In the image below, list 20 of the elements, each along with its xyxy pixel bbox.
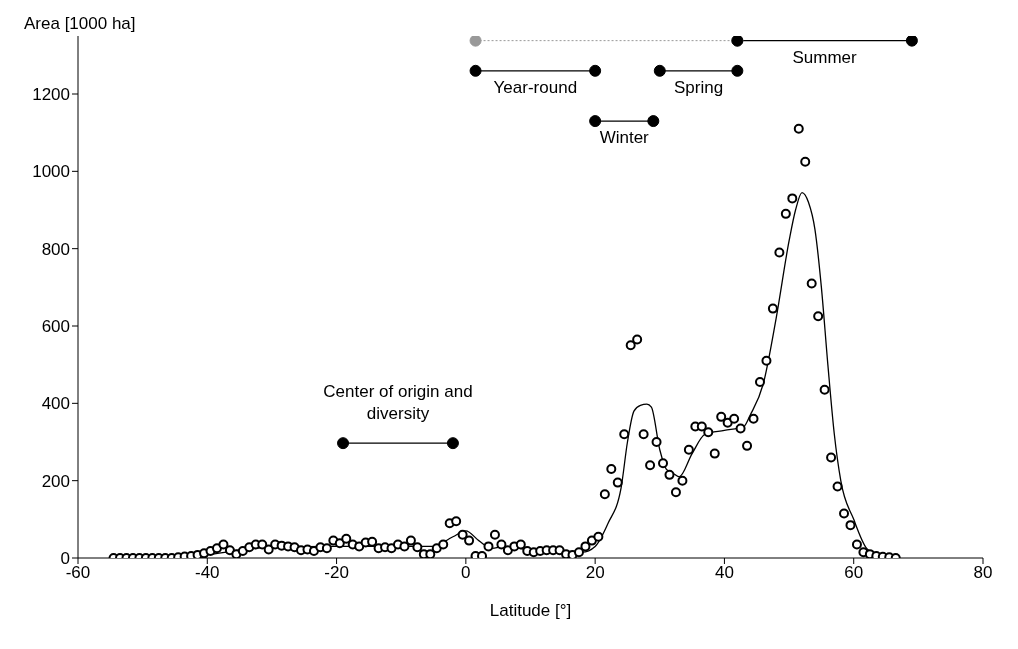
series-label: Year-round — [493, 77, 578, 97]
y-tick-label: 800 — [41, 239, 70, 259]
x-tick-label: 0 — [461, 563, 471, 583]
y-axis-title: Area [1000 ha] — [24, 14, 136, 34]
x-tick-label: 40 — [714, 563, 734, 583]
x-axis-title: Latitude [°] — [489, 601, 572, 620]
y-tick-label: 600 — [41, 317, 70, 337]
series-label: Spring — [674, 77, 724, 97]
y-tick-label: 1000 — [32, 162, 70, 182]
y-tick-label: 400 — [41, 394, 70, 414]
x-tick-label: 60 — [844, 563, 864, 583]
series-label: Center of origin and diversity — [323, 382, 473, 424]
y-tick-label: 200 — [41, 471, 70, 491]
series-label: Winter — [599, 128, 650, 148]
x-tick-label: -40 — [195, 563, 220, 583]
x-tick-label: -20 — [324, 563, 349, 583]
x-tick-label: 80 — [973, 563, 993, 583]
series-label: Summer — [792, 47, 858, 67]
x-tick-label: 20 — [585, 563, 605, 583]
y-tick-label: 1200 — [32, 85, 70, 105]
